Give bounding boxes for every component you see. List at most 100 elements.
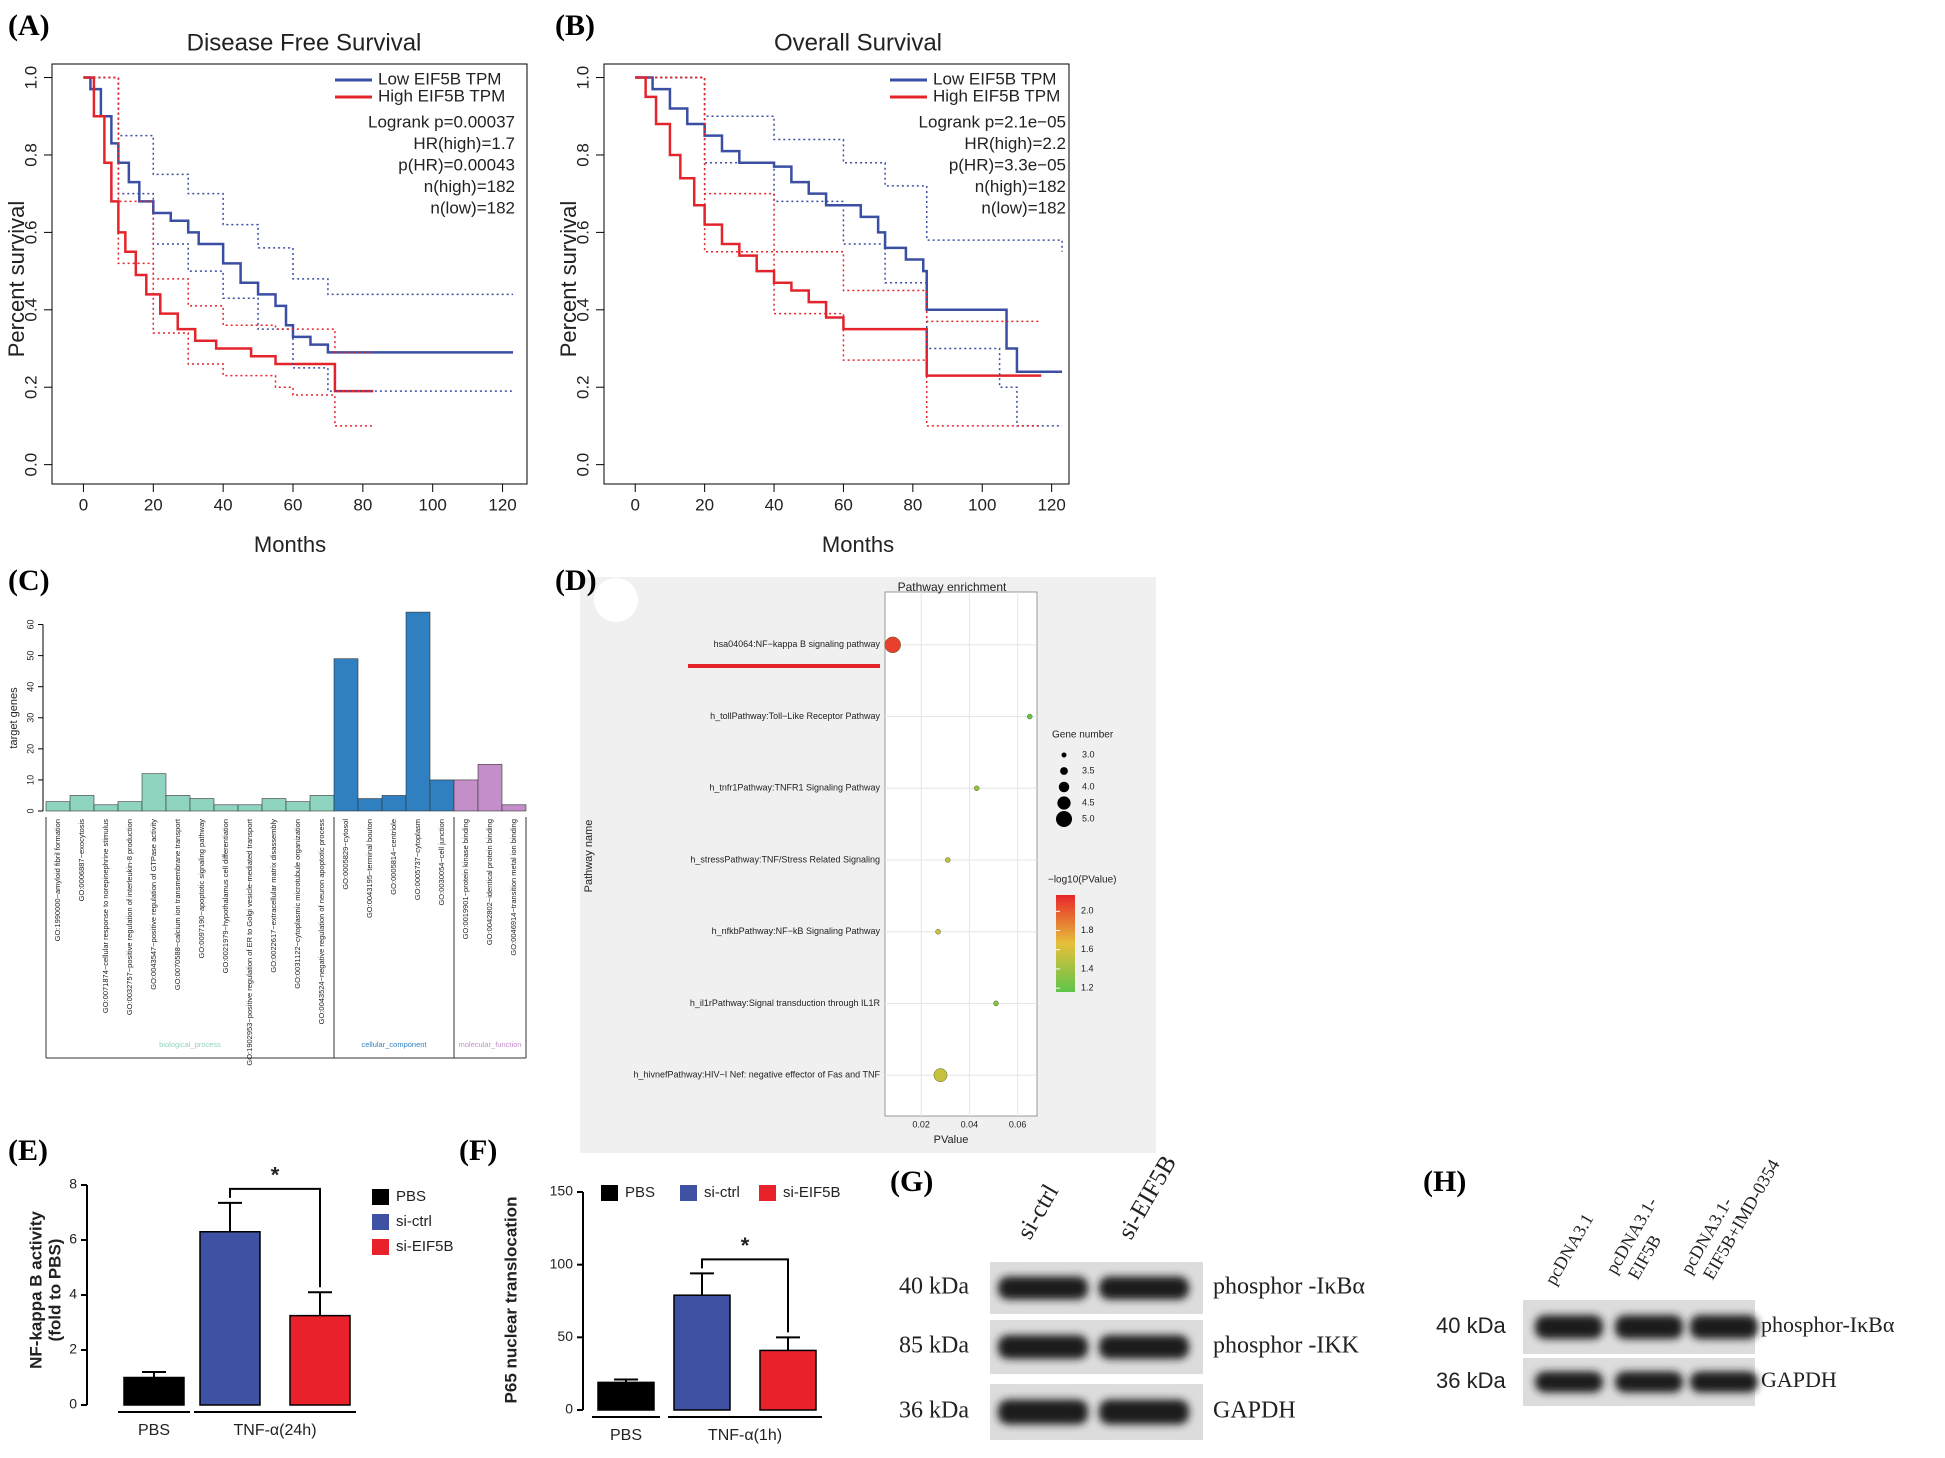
group-label: biological_process bbox=[159, 1040, 221, 1049]
x-tick-label: 20 bbox=[144, 495, 163, 514]
category-label: GO:0005829~cytosol bbox=[341, 819, 350, 890]
bar bbox=[93, 804, 119, 812]
panel-label: (E) bbox=[8, 1134, 48, 1167]
panel-label: (A) bbox=[8, 9, 50, 42]
x-tick-label: 0.04 bbox=[961, 1119, 979, 1129]
blot-band bbox=[1535, 1371, 1603, 1393]
bar bbox=[453, 779, 479, 812]
y-axis-label: target genes bbox=[8, 687, 20, 749]
bar bbox=[405, 611, 431, 812]
color-tick-label: 1.4 bbox=[1081, 963, 1094, 973]
molecular-weight: 40 kDa bbox=[1436, 1313, 1506, 1338]
y-tick-label: 100 bbox=[550, 1255, 574, 1271]
category-label: GO:0031122~cytoplasmic microtubule organ… bbox=[293, 819, 302, 989]
size-legend-mark bbox=[1061, 752, 1067, 758]
category-label: GO:0070588~calcium ion transmembrane tra… bbox=[173, 818, 182, 990]
blot-band bbox=[1690, 1315, 1758, 1339]
category-label: GO:0046914~transition metal ion binding bbox=[509, 819, 518, 956]
category-label: GO:0005737~cytoplasm bbox=[413, 819, 422, 900]
legend-label: High EIF5B TPM bbox=[378, 86, 505, 105]
survival-curve bbox=[83, 76, 374, 393]
x-tick-label: TNF-α(1h) bbox=[708, 1427, 782, 1444]
x-tick-label: 0.02 bbox=[912, 1119, 930, 1129]
x-tick-label: 20 bbox=[695, 495, 714, 514]
bar bbox=[237, 804, 263, 812]
annotation: n(high)=182 bbox=[975, 177, 1066, 196]
error-bar bbox=[142, 1371, 166, 1378]
panel-label: (F) bbox=[459, 1134, 497, 1167]
x-tick-label: 0 bbox=[630, 495, 639, 514]
y-tick-label: 0.2 bbox=[573, 375, 592, 399]
bar bbox=[69, 795, 95, 812]
y-tick-label: 50 bbox=[25, 651, 35, 661]
bar bbox=[189, 798, 215, 812]
y-axis-label: Percent survival bbox=[556, 201, 581, 358]
bar bbox=[759, 1349, 817, 1411]
x-tick-label: 40 bbox=[765, 495, 784, 514]
legend-label: si-ctrl bbox=[704, 1184, 740, 1201]
size-legend-label: 3.5 bbox=[1082, 765, 1095, 775]
panel-label: (G) bbox=[890, 1165, 933, 1198]
y-axis-label: Pathway name bbox=[583, 820, 595, 893]
point bbox=[935, 928, 941, 935]
x-tick-label: 60 bbox=[284, 495, 303, 514]
annotation: p(HR)=0.00043 bbox=[398, 155, 515, 174]
y-tick-label: 20 bbox=[25, 744, 35, 754]
annotation: n(low)=182 bbox=[981, 198, 1066, 217]
x-tick-label: 80 bbox=[353, 495, 372, 514]
legend-label: Low EIF5B TPM bbox=[378, 69, 501, 88]
blot-band bbox=[1535, 1315, 1603, 1339]
size-legend-mark bbox=[1060, 767, 1068, 775]
x-tick-label: TNF-α(24h) bbox=[233, 1422, 316, 1439]
y-tick-label: 0.6 bbox=[573, 221, 592, 245]
y-axis-label: Percent survival bbox=[4, 201, 29, 358]
x-tick-label: 120 bbox=[488, 495, 516, 514]
annotation: Logrank p=0.00037 bbox=[368, 112, 515, 131]
lane-label-group: pcDNA3.1-EIF5B+IMD-0354 bbox=[1677, 1156, 1784, 1283]
y-tick-label: 0.4 bbox=[573, 298, 592, 322]
confidence-band bbox=[83, 76, 514, 392]
y-tick-label: 0.0 bbox=[21, 453, 40, 477]
category-label: GO:0032757~positive regulation of interl… bbox=[125, 819, 134, 1015]
y-axis-label: (fold to PBS) bbox=[45, 1239, 64, 1342]
y-tick-label: 8 bbox=[69, 1176, 77, 1192]
chart-title: Disease Free Survival bbox=[187, 29, 422, 56]
y-tick-label: 0 bbox=[565, 1401, 573, 1417]
panel-d-background bbox=[580, 577, 1156, 1153]
blot-label: phosphor -IκBα bbox=[1213, 1274, 1365, 1300]
molecular-weight: 40 kDa bbox=[899, 1274, 969, 1300]
bar bbox=[673, 1294, 731, 1411]
point bbox=[973, 785, 980, 792]
category-label: h_stressPathway:TNF/Stress Related Signa… bbox=[690, 854, 880, 864]
y-tick-label: 4 bbox=[69, 1286, 77, 1302]
size-legend-label: 4.5 bbox=[1082, 797, 1095, 807]
x-tick-label: 80 bbox=[903, 495, 922, 514]
error-bar bbox=[218, 1201, 242, 1232]
category-label: hsa04064:NF−kappa B signaling pathway bbox=[714, 639, 881, 649]
blot-band bbox=[1099, 1276, 1189, 1300]
decoration bbox=[594, 578, 638, 622]
blot-band bbox=[998, 1399, 1088, 1425]
category-label: GO:1990000~amyloid fibril formation bbox=[53, 819, 62, 941]
category-label: GO:1902953~positive regulation of ER to … bbox=[245, 818, 254, 1066]
bar bbox=[333, 658, 359, 812]
y-tick-label: 0 bbox=[69, 1396, 77, 1412]
color-legend-title: −log10(PValue) bbox=[1048, 875, 1116, 886]
plot-frame bbox=[603, 63, 1070, 485]
x-tick-label: 40 bbox=[214, 495, 233, 514]
legend-swatch bbox=[372, 1214, 389, 1230]
blot-band bbox=[1615, 1315, 1683, 1339]
annotation: n(high)=182 bbox=[424, 177, 515, 196]
bar bbox=[199, 1231, 261, 1406]
x-tick-label: 120 bbox=[1037, 495, 1065, 514]
blot-label: phosphor -IKK bbox=[1213, 1333, 1360, 1359]
lane-label-group: si-EIF5B bbox=[1113, 1151, 1182, 1244]
size-legend-label: 3.0 bbox=[1082, 749, 1095, 759]
category-label: GO:0030054~cell junction bbox=[437, 819, 446, 906]
bar bbox=[165, 795, 191, 812]
survival-curve bbox=[83, 76, 514, 354]
category-label: h_tollPathway:Toll−Like Receptor Pathway bbox=[710, 711, 880, 721]
x-axis-label: PValue bbox=[934, 1134, 969, 1146]
